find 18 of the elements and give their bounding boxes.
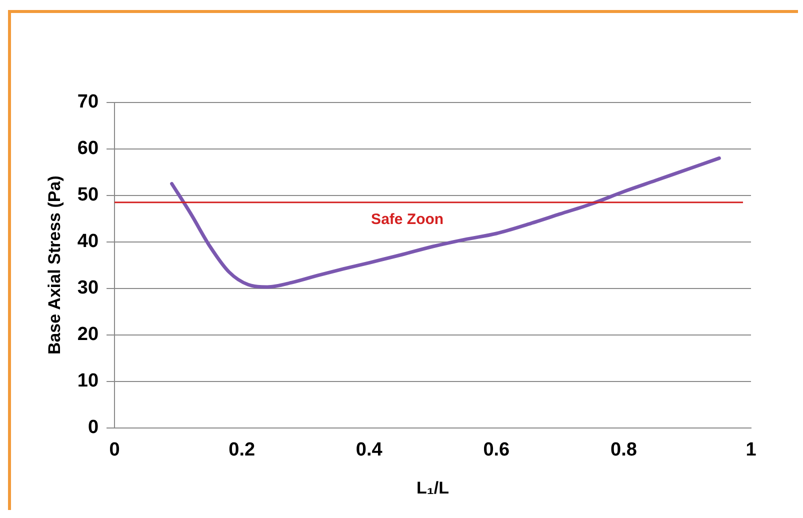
- x-tick-label: 0.4: [356, 439, 383, 460]
- y-tick-label: 30: [77, 278, 99, 299]
- x-tick-label: 0.2: [228, 439, 256, 460]
- y-tick-label: 60: [77, 138, 99, 160]
- x-tick-label: 0: [109, 439, 120, 460]
- x-tick-label: 1: [746, 439, 757, 460]
- x-tick-label: 0.6: [483, 439, 510, 460]
- y-axis-title: Base Axial Stress (Pa): [44, 176, 64, 355]
- x-tick-label: 0.8: [610, 439, 637, 460]
- y-tick-label: 10: [77, 370, 99, 392]
- y-tick-label: 70: [77, 92, 99, 113]
- y-tick-label: 50: [77, 184, 99, 206]
- line-series: [170, 156, 721, 289]
- y-tick-label: 20: [77, 324, 99, 346]
- ref-line-label: Safe Zoon: [371, 210, 444, 228]
- y-tick-label: 0: [88, 417, 99, 438]
- x-axis-title: L₁/L: [416, 478, 450, 498]
- y-tick-label: 40: [77, 231, 99, 252]
